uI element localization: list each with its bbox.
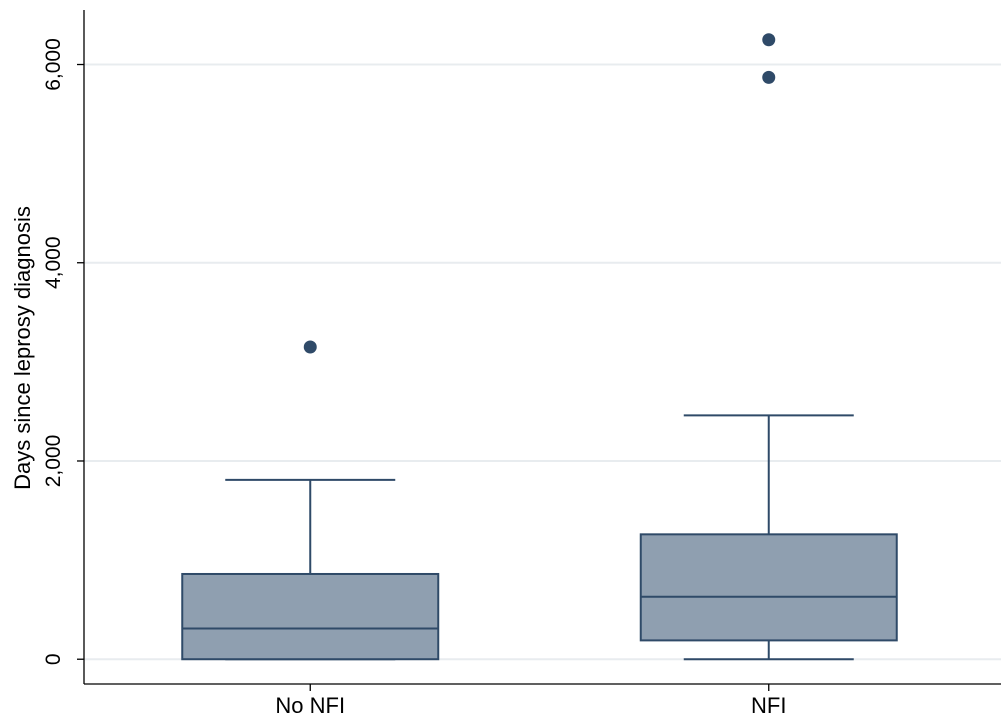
x-category-label: No NFI bbox=[275, 693, 345, 715]
outlier-point bbox=[762, 70, 776, 84]
y-axis-title: Days since leprosy diagnosis bbox=[10, 206, 35, 490]
boxes bbox=[181, 33, 898, 661]
y-tick-label: 4,000 bbox=[42, 236, 65, 289]
y-tick-label: 2,000 bbox=[42, 435, 65, 488]
x-category-label: NFI bbox=[751, 693, 786, 715]
x-category-labels: No NFI NFI bbox=[275, 684, 786, 715]
iqr-box bbox=[181, 572, 440, 661]
outlier-point bbox=[762, 33, 776, 47]
outlier-point bbox=[303, 340, 317, 354]
box-group bbox=[639, 33, 898, 661]
iqr-box bbox=[639, 533, 898, 642]
y-tick-label: 6,000 bbox=[42, 38, 65, 91]
y-tick-label: 0 bbox=[42, 653, 65, 665]
box-group bbox=[181, 340, 440, 661]
y-ticks: 0 2,000 4,000 6,000 bbox=[42, 38, 84, 665]
